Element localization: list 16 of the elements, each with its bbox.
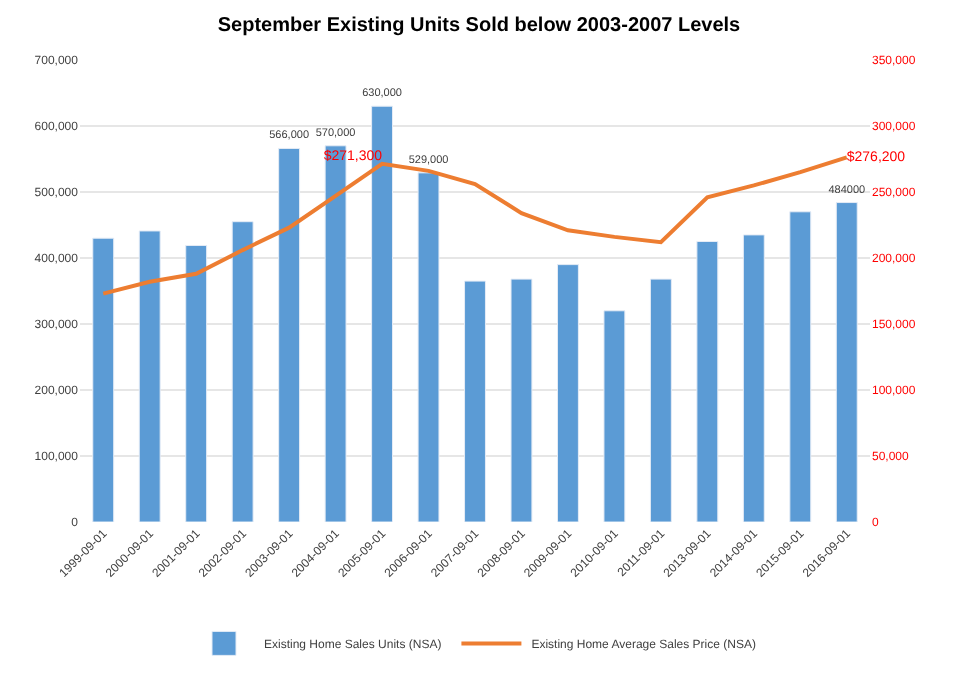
bar bbox=[231, 221, 254, 522]
bar bbox=[92, 237, 115, 522]
bar bbox=[742, 234, 765, 522]
chart-title: September Existing Units Sold below 2003-2007 Levels bbox=[217, 15, 742, 38]
bar bbox=[185, 244, 208, 522]
bar bbox=[696, 241, 719, 522]
bar bbox=[649, 278, 672, 522]
bar bbox=[417, 172, 440, 522]
bar bbox=[138, 230, 161, 522]
bar bbox=[603, 310, 626, 522]
bar bbox=[510, 278, 533, 522]
bar bbox=[835, 202, 858, 522]
bar bbox=[556, 264, 579, 522]
bar bbox=[278, 147, 301, 522]
bar bbox=[464, 280, 486, 522]
bar bbox=[789, 211, 812, 522]
